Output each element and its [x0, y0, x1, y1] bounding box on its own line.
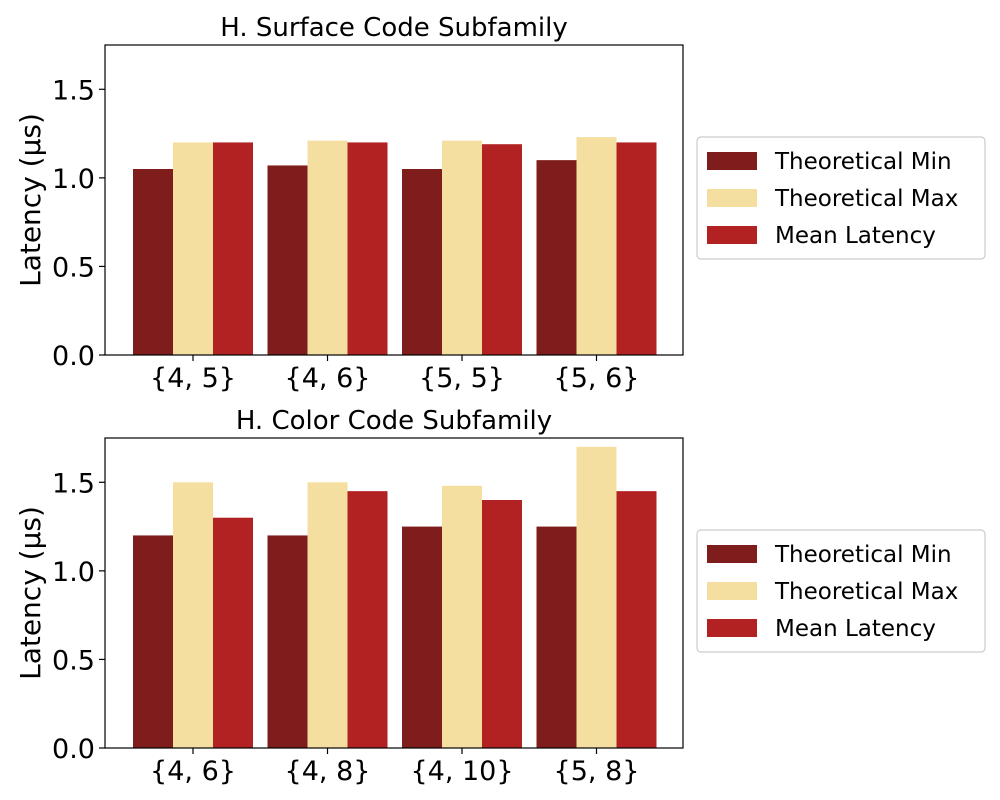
legend-swatch [707, 619, 757, 637]
bar [442, 140, 482, 355]
bar [402, 526, 442, 748]
bar [442, 485, 482, 748]
bar [616, 491, 657, 748]
bar-group [133, 446, 657, 748]
plot-frame [104, 437, 684, 749]
y-tick-label: 0.0 [52, 734, 95, 765]
bar [267, 165, 308, 355]
bar [347, 142, 388, 355]
y-axis-ticks: 0.0 0.5 1.0 1.5 [52, 468, 105, 765]
legend-label: Mean Latency [775, 616, 936, 642]
x-tick-label: {4, 10} [410, 756, 513, 787]
x-tick-label: {4, 8} [285, 756, 371, 787]
bar [267, 535, 308, 748]
y-tick-label: 1.0 [52, 557, 95, 588]
bar [213, 142, 253, 355]
y-tick-label: 1.0 [52, 164, 95, 195]
y-tick-label: 0.0 [52, 341, 95, 372]
x-tick-label: {4, 6} [285, 363, 371, 394]
legend: Theoretical Min Theoretical Max Mean Laten… [696, 136, 986, 260]
bar [307, 140, 348, 355]
legend-label: Theoretical Min [774, 542, 952, 568]
legend-swatch [707, 152, 757, 170]
x-tick-label: {5, 8} [554, 756, 640, 787]
legend-swatch [707, 189, 757, 207]
legend-frame [696, 529, 986, 653]
legend-label: Theoretical Max [774, 579, 958, 605]
y-tick-label: 0.5 [52, 252, 95, 283]
bar [536, 526, 577, 748]
bar [173, 482, 213, 748]
legend-label: Mean Latency [775, 223, 936, 249]
bar [576, 137, 617, 355]
bar [173, 142, 213, 355]
x-tick-label: {5, 6} [554, 363, 640, 394]
x-axis-ticks: {4, 5} {4, 6} {5, 5} {5, 6} [150, 355, 639, 394]
x-axis-ticks: {4, 6} {4, 8} {4, 10} {5, 8} [150, 748, 639, 787]
legend-swatch [707, 226, 757, 244]
color-code-panel: H. Color Code Subfamily Latency (μs) 0.0… [14, 406, 986, 787]
legend-swatch [707, 545, 757, 563]
x-tick-label: {4, 6} [150, 756, 236, 787]
bar [536, 160, 577, 355]
bar [482, 144, 522, 355]
surface-code-panel: H. Surface Code Subfamily Latency (μs) 0… [14, 13, 986, 394]
y-axis-label: Latency (μs) [14, 506, 47, 680]
legend-label: Theoretical Min [774, 149, 952, 175]
bar [576, 446, 617, 748]
legend: Theoretical Min Theoretical Max Mean Laten… [696, 529, 986, 653]
bar-group [133, 137, 657, 355]
y-tick-label: 0.5 [52, 645, 95, 676]
x-tick-label: {4, 5} [150, 363, 236, 394]
legend-label: Theoretical Max [774, 186, 958, 212]
bar [347, 491, 388, 748]
y-axis-ticks: 0.0 0.5 1.0 1.5 [52, 75, 105, 372]
bar [213, 517, 253, 748]
x-tick-label: {5, 5} [419, 363, 505, 394]
bar [482, 500, 522, 748]
bar [133, 169, 173, 355]
chart-title: H. Color Code Subfamily [236, 406, 552, 436]
legend-swatch [707, 582, 757, 600]
chart-title: H. Surface Code Subfamily [220, 13, 568, 43]
y-axis-label: Latency (μs) [14, 113, 47, 287]
y-tick-label: 1.5 [52, 75, 95, 106]
bar [616, 142, 657, 355]
y-tick-label: 1.5 [52, 468, 95, 499]
legend-frame [696, 136, 986, 260]
plot-frame [104, 44, 684, 356]
bar [402, 169, 442, 355]
bar [307, 482, 348, 748]
bar [133, 535, 173, 748]
